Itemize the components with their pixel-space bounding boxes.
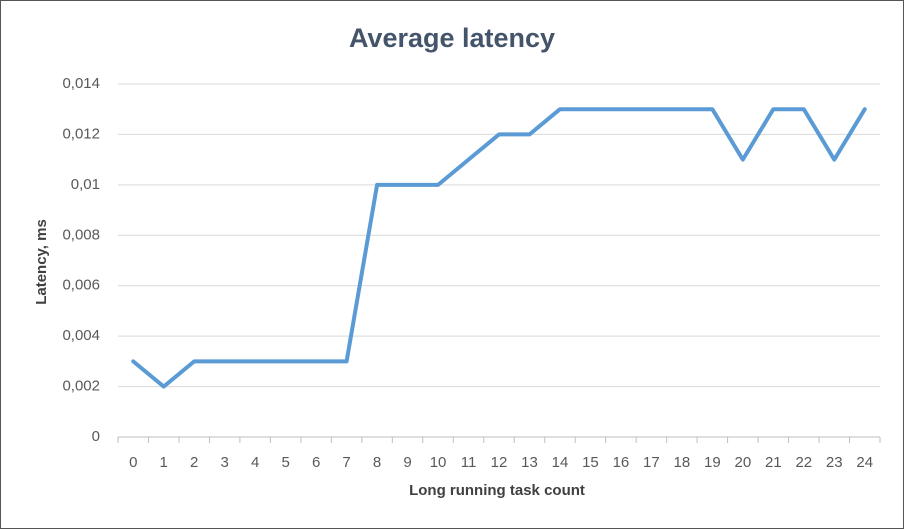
x-axis-title: Long running task count [409,482,585,499]
x-tick-label: 11 [461,454,477,471]
y-axis-title: Latency, ms [33,219,50,305]
x-tick-label: 18 [674,454,691,471]
x-tick-label: 23 [826,454,843,471]
y-tick-label: 0,004 [62,327,100,344]
x-tick-label: 1 [160,454,168,471]
x-tick-label: 14 [552,454,569,471]
chart-title: Average latency [349,23,555,53]
x-tick-label: 7 [342,454,350,471]
x-tick-label: 19 [704,454,721,471]
x-tick-label: 20 [734,454,751,471]
x-tick-label: 6 [312,454,320,471]
x-tick-label: 5 [281,454,289,471]
x-tick-label: 22 [795,454,812,471]
y-tick-label: 0,012 [62,125,100,142]
x-tick-label: 24 [856,454,873,471]
y-tick-label: 0,002 [62,378,100,395]
x-tick-label: 17 [643,454,660,471]
x-tick-label: 0 [129,454,137,471]
x-tick-label: 13 [521,454,538,471]
x-tick-label: 2 [190,454,198,471]
x-tick-label: 9 [403,454,411,471]
x-tick-label: 12 [491,454,508,471]
y-tick-label: 0,01 [71,176,100,193]
x-tick-label: 8 [373,454,381,471]
y-tick-label: 0 [92,428,100,445]
y-tick-label: 0,014 [62,75,100,92]
x-tick-label: 16 [613,454,630,471]
x-tick-label: 15 [582,454,599,471]
y-tick-label: 0,008 [62,226,100,243]
x-tick-label: 10 [430,454,447,471]
data-line [131,107,867,389]
x-tick-label: 4 [251,454,259,471]
x-tick-label: 21 [765,454,782,471]
x-tick-label: 3 [221,454,229,471]
y-tick-label: 0,006 [62,277,100,294]
